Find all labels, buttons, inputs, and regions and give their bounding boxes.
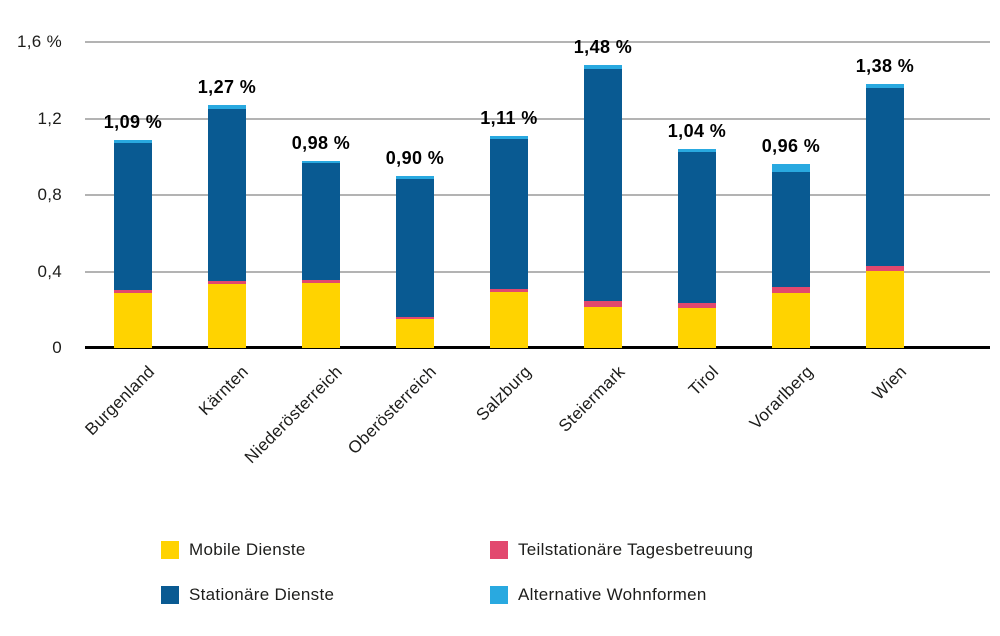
bar-segment-stationaere-dienste — [396, 178, 434, 317]
bar-value-label: 0,96 % — [761, 136, 821, 157]
bar-segment-teilstationaere-tagesbetreuung — [490, 288, 528, 292]
x-tick-label-tirol: Tirol — [685, 362, 723, 400]
bar-segment-stationaere-dienste — [678, 151, 716, 303]
legend-label: Teilstationäre Tagesbetreuung — [518, 540, 754, 559]
bar-segment-stationaere-dienste — [772, 172, 810, 287]
bar-segment-stationaere-dienste — [114, 143, 152, 290]
bar-segment-stationaere-dienste — [584, 68, 622, 302]
legend-swatch-mobile-dienste — [161, 541, 179, 559]
legend-swatch-teilstationaere-tagesbetreuung — [490, 541, 508, 559]
bar-segment-mobile-dienste — [490, 291, 528, 348]
bar-segment-teilstationaere-tagesbetreuung — [772, 286, 810, 293]
bar-segment-stationaere-dienste — [866, 87, 904, 267]
y-tick-label: 1,6 % — [17, 32, 62, 51]
bar-segment-stationaere-dienste — [208, 108, 246, 282]
legend-label: Mobile Dienste — [189, 540, 306, 559]
bar-niederoesterreich — [302, 160, 340, 348]
bar-segment-alternative-wohnformen — [678, 149, 716, 152]
x-tick-label-burgenland: Burgenland — [81, 362, 159, 440]
bar-segment-teilstationaere-tagesbetreuung — [584, 301, 622, 307]
legend-item-teilstationaere-tagesbetreuung: Teilstationäre Tagesbetreuung — [490, 540, 753, 560]
bar-salzburg — [490, 135, 528, 348]
bar-burgenland — [114, 139, 152, 348]
bar-segment-alternative-wohnformen — [866, 84, 904, 88]
bar-segment-alternative-wohnformen — [302, 160, 340, 164]
bar-segment-teilstationaere-tagesbetreuung — [866, 266, 904, 272]
bar-segment-mobile-dienste — [866, 271, 904, 348]
bar-value-label: 1,09 % — [103, 111, 163, 132]
y-tick-label: 1,2 — [37, 108, 62, 128]
bar-value-label: 0,98 % — [291, 132, 351, 153]
legend-item-alternative-wohnformen: Alternative Wohnformen — [490, 585, 707, 605]
gridline — [85, 41, 990, 43]
legend-label: Stationäre Dienste — [189, 585, 335, 604]
bar-segment-alternative-wohnformen — [584, 64, 622, 69]
bar-segment-mobile-dienste — [584, 306, 622, 348]
x-tick-label-wien: Wien — [868, 362, 911, 404]
bar-segment-stationaere-dienste — [302, 163, 340, 281]
x-tick-label-vorarlberg: Vorarlberg — [745, 362, 817, 434]
gridline — [85, 194, 990, 196]
bar-segment-alternative-wohnformen — [772, 164, 810, 173]
bar-value-label: 1,11 % — [480, 107, 538, 128]
bar-steiermark — [584, 64, 622, 348]
legend-swatch-stationaere-dienste — [161, 586, 179, 604]
legend-item-stationaere-dienste: Stationäre Dienste — [161, 585, 334, 605]
x-tick-label-steiermark: Steiermark — [554, 362, 629, 436]
bar-segment-mobile-dienste — [678, 307, 716, 348]
bar-value-label: 1,27 % — [197, 77, 257, 98]
bar-segment-mobile-dienste — [114, 292, 152, 348]
y-tick-label: 0 — [52, 338, 62, 357]
bar-segment-mobile-dienste — [396, 319, 434, 348]
bar-tirol — [678, 149, 716, 348]
gridline — [85, 270, 990, 273]
legend-item-mobile-dienste: Mobile Dienste — [161, 540, 306, 560]
x-tick-label-kaernten: Kärnten — [195, 362, 253, 420]
legend-swatch-alternative-wohnformen — [490, 586, 508, 604]
bar-segment-teilstationaere-tagesbetreuung — [302, 280, 340, 283]
bar-segment-mobile-dienste — [208, 283, 246, 348]
bar-segment-teilstationaere-tagesbetreuung — [396, 316, 434, 320]
bar-value-label: 0,90 % — [385, 147, 445, 168]
bar-value-label: 1,48 % — [573, 36, 633, 57]
y-tick-label: 0,4 — [37, 261, 62, 281]
x-tick-label-oberoesterreich: Oberösterreich — [344, 362, 441, 458]
bar-segment-teilstationaere-tagesbetreuung — [678, 302, 716, 308]
legend-label: Alternative Wohnformen — [518, 585, 707, 604]
bar-value-label: 1,38 % — [855, 56, 915, 77]
bar-segment-alternative-wohnformen — [114, 139, 152, 144]
bar-kaernten — [208, 105, 246, 348]
bar-segment-alternative-wohnformen — [490, 135, 528, 139]
x-tick-label-salzburg: Salzburg — [471, 362, 535, 425]
bar-vorarlberg — [772, 164, 810, 348]
bar-segment-teilstationaere-tagesbetreuung — [114, 289, 152, 293]
bar-segment-teilstationaere-tagesbetreuung — [208, 281, 246, 284]
bar-segment-mobile-dienste — [302, 282, 340, 348]
y-tick-label: 0,8 — [37, 185, 62, 204]
bar-value-label: 1,04 % — [667, 121, 727, 142]
x-axis-line — [85, 346, 990, 349]
bar-segment-alternative-wohnformen — [208, 105, 246, 109]
bar-segment-stationaere-dienste — [490, 138, 528, 289]
x-tick-label-niederoesterreich: Niederösterreich — [241, 362, 347, 468]
bar-segment-alternative-wohnformen — [396, 175, 434, 179]
gridline — [85, 117, 990, 120]
bar-wien — [866, 84, 904, 348]
bar-oberoesterreich — [396, 175, 434, 348]
bar-segment-mobile-dienste — [772, 292, 810, 348]
